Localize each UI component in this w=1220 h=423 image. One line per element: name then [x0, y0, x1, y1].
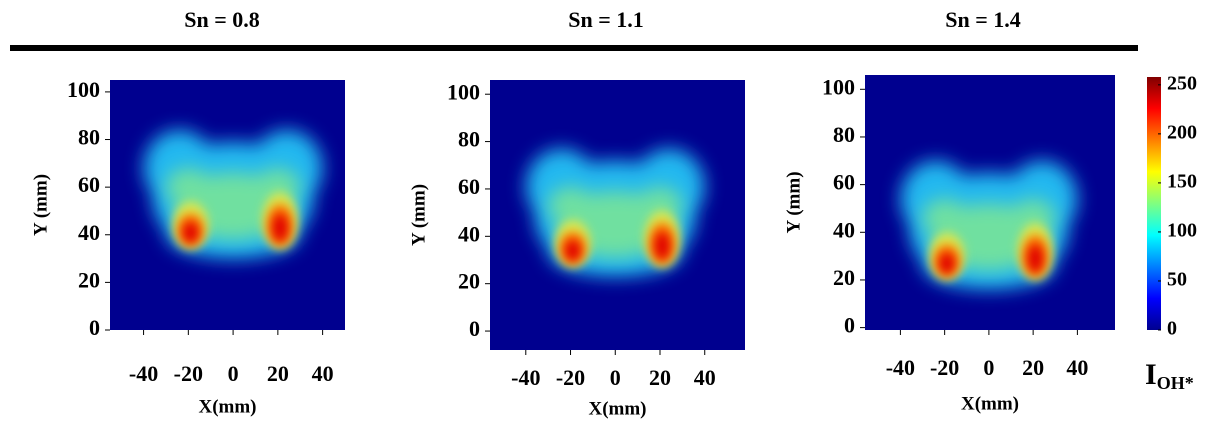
y-tick-label: 40 [833, 217, 855, 242]
panel-title: Sn = 1.1 [568, 7, 644, 32]
y-tick-label: 100 [447, 79, 480, 104]
colorbar-tick-label: 250 [1167, 72, 1197, 94]
y-tick-label: 20 [78, 267, 100, 292]
y-tick-label: 60 [458, 174, 480, 199]
y-axis-label: Y (mm) [408, 184, 429, 246]
y-tick-label: 0 [89, 315, 100, 340]
x-tick-label: -40 [129, 361, 158, 386]
y-tick-label: 100 [67, 77, 100, 102]
x-tick-label: -20 [930, 355, 959, 380]
heatmap-blob [1027, 244, 1044, 273]
x-tick-label: -20 [556, 365, 585, 390]
x-axis-label: X(mm) [961, 393, 1019, 414]
x-tick-label: 0 [610, 365, 621, 390]
y-tick-label: 80 [458, 127, 480, 152]
heatmap-image [865, 75, 1115, 330]
x-tick-label: -40 [511, 365, 540, 390]
panel-title: Sn = 1.4 [945, 7, 1021, 32]
colorbar-tick-label: 50 [1167, 269, 1187, 291]
colorbar [1147, 77, 1161, 330]
x-tick-label: 0 [228, 361, 239, 386]
y-tick-label: 60 [833, 170, 855, 195]
y-tick-label: 0 [844, 313, 855, 338]
x-axis-label: X(mm) [198, 396, 256, 417]
colorbar-tick-label: 200 [1167, 121, 1197, 143]
colorbar-label-subscript: OH* [1157, 373, 1194, 393]
y-tick-label: 0 [469, 316, 480, 341]
x-tick-label: 0 [983, 355, 994, 380]
heatmap-blob [564, 239, 581, 262]
heatmap-layer [939, 244, 1044, 274]
heatmap-blob [165, 168, 211, 207]
y-axis-label: Y (mm) [30, 174, 51, 236]
heatmap-image [110, 80, 345, 330]
y-tick-label: 40 [458, 221, 480, 246]
x-tick-label: 20 [1022, 355, 1044, 380]
separator-line [10, 45, 1138, 51]
y-tick-label: 100 [822, 74, 855, 99]
heatmap-blob [272, 213, 288, 242]
y-tick-label: 20 [458, 269, 480, 294]
y-tick-label: 60 [78, 172, 100, 197]
colorbar-tick-label: 150 [1167, 171, 1197, 193]
y-tick-label: 20 [833, 265, 855, 290]
x-tick-label: -40 [886, 355, 915, 380]
heatmap-blob [182, 221, 199, 244]
x-tick-label: 20 [649, 365, 671, 390]
x-tick-label: 20 [267, 361, 289, 386]
heatmap-blob [939, 252, 955, 274]
heatmap-blob [548, 186, 593, 225]
x-tick-label: 40 [312, 361, 334, 386]
heatmap-layer [564, 231, 671, 262]
y-tick-label: 40 [78, 220, 100, 245]
x-tick-label: 40 [1066, 355, 1088, 380]
y-tick-label: 80 [78, 125, 100, 150]
colorbar-label: IOH* [1145, 358, 1194, 393]
x-axis-label: X(mm) [588, 398, 646, 419]
colorbar-tick-label: 0 [1167, 318, 1177, 340]
heatmap-blob [922, 198, 967, 238]
heatmap-layer [182, 213, 288, 244]
y-axis-label: Y (mm) [783, 171, 804, 233]
panel-title: Sn = 0.8 [184, 7, 260, 32]
colorbar-tick-label: 100 [1167, 220, 1197, 242]
y-tick-label: 80 [833, 122, 855, 147]
x-tick-label: -20 [174, 361, 203, 386]
heatmap-image [490, 80, 745, 350]
x-tick-label: 40 [694, 365, 716, 390]
heatmap-blob [654, 231, 671, 260]
colorbar-label-main: I [1145, 358, 1157, 391]
